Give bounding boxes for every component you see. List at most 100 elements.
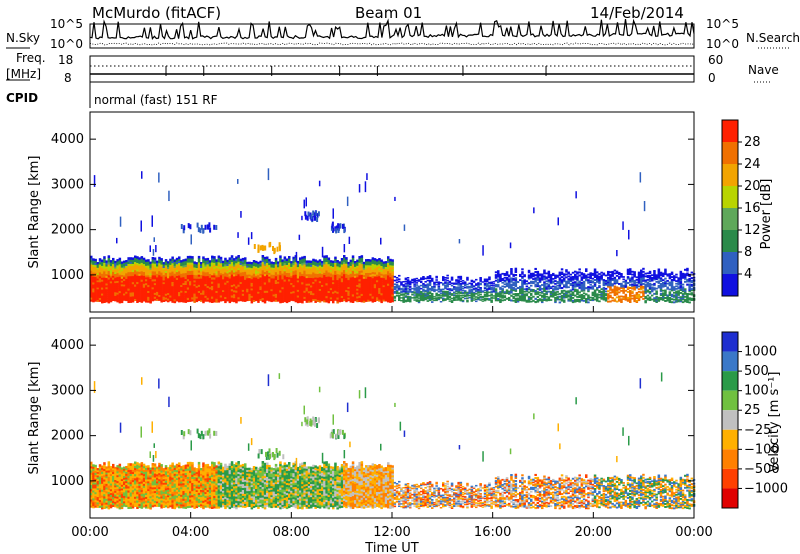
power-cell-4857 xyxy=(677,283,680,286)
power-cell-2930 xyxy=(382,292,386,295)
power-cell-4632 xyxy=(642,273,645,276)
power-cell-3761 xyxy=(508,290,511,293)
power-cell-1088 xyxy=(197,278,201,281)
power-cell-4374 xyxy=(602,281,606,284)
power-cell-4475 xyxy=(618,276,621,278)
power-cell-4049 xyxy=(552,272,555,275)
power-cell-609 xyxy=(149,272,152,276)
power-cell-3783 xyxy=(510,272,513,275)
power-cell-3537 xyxy=(470,284,474,287)
power-cell-4864 xyxy=(679,299,683,301)
power-cell-778 xyxy=(167,285,170,288)
power-cell-3511 xyxy=(466,279,469,281)
power-cell-2646 xyxy=(354,288,357,291)
power-cell-3751 xyxy=(505,278,509,281)
power-cell-488 xyxy=(138,291,141,294)
power-cell-2950 xyxy=(384,295,388,298)
power-cell-994 xyxy=(189,291,192,294)
power-cell-2361 xyxy=(325,285,328,288)
power-cell-228 xyxy=(112,283,115,286)
power-cell-1223 xyxy=(211,272,214,276)
power-cell-1393 xyxy=(228,286,232,289)
power-cell-1081 xyxy=(197,292,201,295)
power-cell-2266 xyxy=(316,299,320,302)
power-cell-3335 xyxy=(437,282,441,284)
power-cell-4421 xyxy=(609,274,612,277)
power-cell-416 xyxy=(129,259,133,262)
power-cell-474 xyxy=(136,275,139,278)
power-cell-4696 xyxy=(653,287,656,290)
power-cell-3591 xyxy=(479,279,482,281)
power-cell-2451 xyxy=(334,280,337,283)
power-cell-3200 xyxy=(417,289,421,292)
power-cell-4926 xyxy=(688,293,691,296)
power-cell-2958 xyxy=(384,281,388,284)
power-cell-1167 xyxy=(206,297,210,300)
power-cell-3967 xyxy=(541,288,544,290)
power-cell-4752 xyxy=(662,296,665,299)
power-cell-849 xyxy=(173,275,177,278)
power-cell-4720 xyxy=(657,299,661,302)
power-cell-1670 xyxy=(255,262,258,265)
power-cell-4867 xyxy=(679,292,683,294)
power-cell-1866 xyxy=(274,263,278,267)
power-cell-451 xyxy=(134,276,137,279)
power-cell-1059 xyxy=(195,294,199,297)
power-cell-329 xyxy=(120,261,124,264)
power-cell-464 xyxy=(136,296,139,299)
power-cell-3731 xyxy=(503,299,507,301)
power-cell-4713 xyxy=(655,290,658,293)
power-cell-640 xyxy=(153,294,157,297)
power-cell-4946 xyxy=(690,281,694,284)
power-cell-1947 xyxy=(283,277,287,280)
power-cell-712 xyxy=(160,284,163,287)
power-cell-4895 xyxy=(681,274,685,277)
power-cell-3139 xyxy=(409,296,412,298)
power-cell-1924 xyxy=(281,280,284,284)
power-cell-1182 xyxy=(206,267,210,271)
power-cell-4397 xyxy=(607,285,610,288)
power-cell-497 xyxy=(138,273,141,276)
power-cell-4045 xyxy=(552,281,555,284)
power-cell-2804 xyxy=(369,280,372,283)
power-cell-2675 xyxy=(356,274,359,278)
power-cell-1190 xyxy=(208,296,212,299)
power-cell-333 xyxy=(123,293,126,296)
power-cell-4083 xyxy=(558,284,562,287)
power-cell-2688 xyxy=(358,291,361,294)
power-cell-1554 xyxy=(244,271,247,274)
power-cell-2529 xyxy=(340,258,344,261)
power-cell-3677 xyxy=(494,291,498,293)
power-cell-3207 xyxy=(420,299,423,301)
power-cell-3096 xyxy=(402,286,405,288)
power-cell-902 xyxy=(180,299,183,303)
power-cell-3189 xyxy=(415,280,419,282)
power-cell-1096 xyxy=(197,262,201,265)
power-cell-143 xyxy=(103,277,106,280)
power-cell-3076 xyxy=(400,291,403,294)
power-cell-1970 xyxy=(285,276,289,279)
power-cell-3570 xyxy=(477,292,480,294)
power-cell-2816 xyxy=(371,300,375,303)
power-cell-3392 xyxy=(448,298,452,300)
power-cell-4817 xyxy=(670,279,674,281)
power-cell-4296 xyxy=(591,294,595,296)
power-cell-1494 xyxy=(237,257,240,260)
power-cell-4644 xyxy=(644,285,647,287)
power-cell-2385 xyxy=(327,282,331,285)
power-cell-1143 xyxy=(202,256,205,259)
power-cell-624 xyxy=(151,282,155,286)
power-cell-1170 xyxy=(206,291,210,294)
power-cell-2574 xyxy=(347,298,350,302)
power-cell-499 xyxy=(138,269,141,272)
power-cell-1156 xyxy=(204,275,207,279)
power-cell-2500 xyxy=(338,274,342,277)
power-cell-2489 xyxy=(338,294,342,297)
power-cell-4711 xyxy=(655,293,658,295)
power-cell-3918 xyxy=(534,301,537,304)
nave-tick-bottom: 0 xyxy=(708,71,716,85)
power-cell-2248 xyxy=(314,292,317,296)
power-cell-3512 xyxy=(466,278,469,280)
power-cell-3091 xyxy=(402,293,405,295)
power-cell-4250 xyxy=(582,282,586,284)
